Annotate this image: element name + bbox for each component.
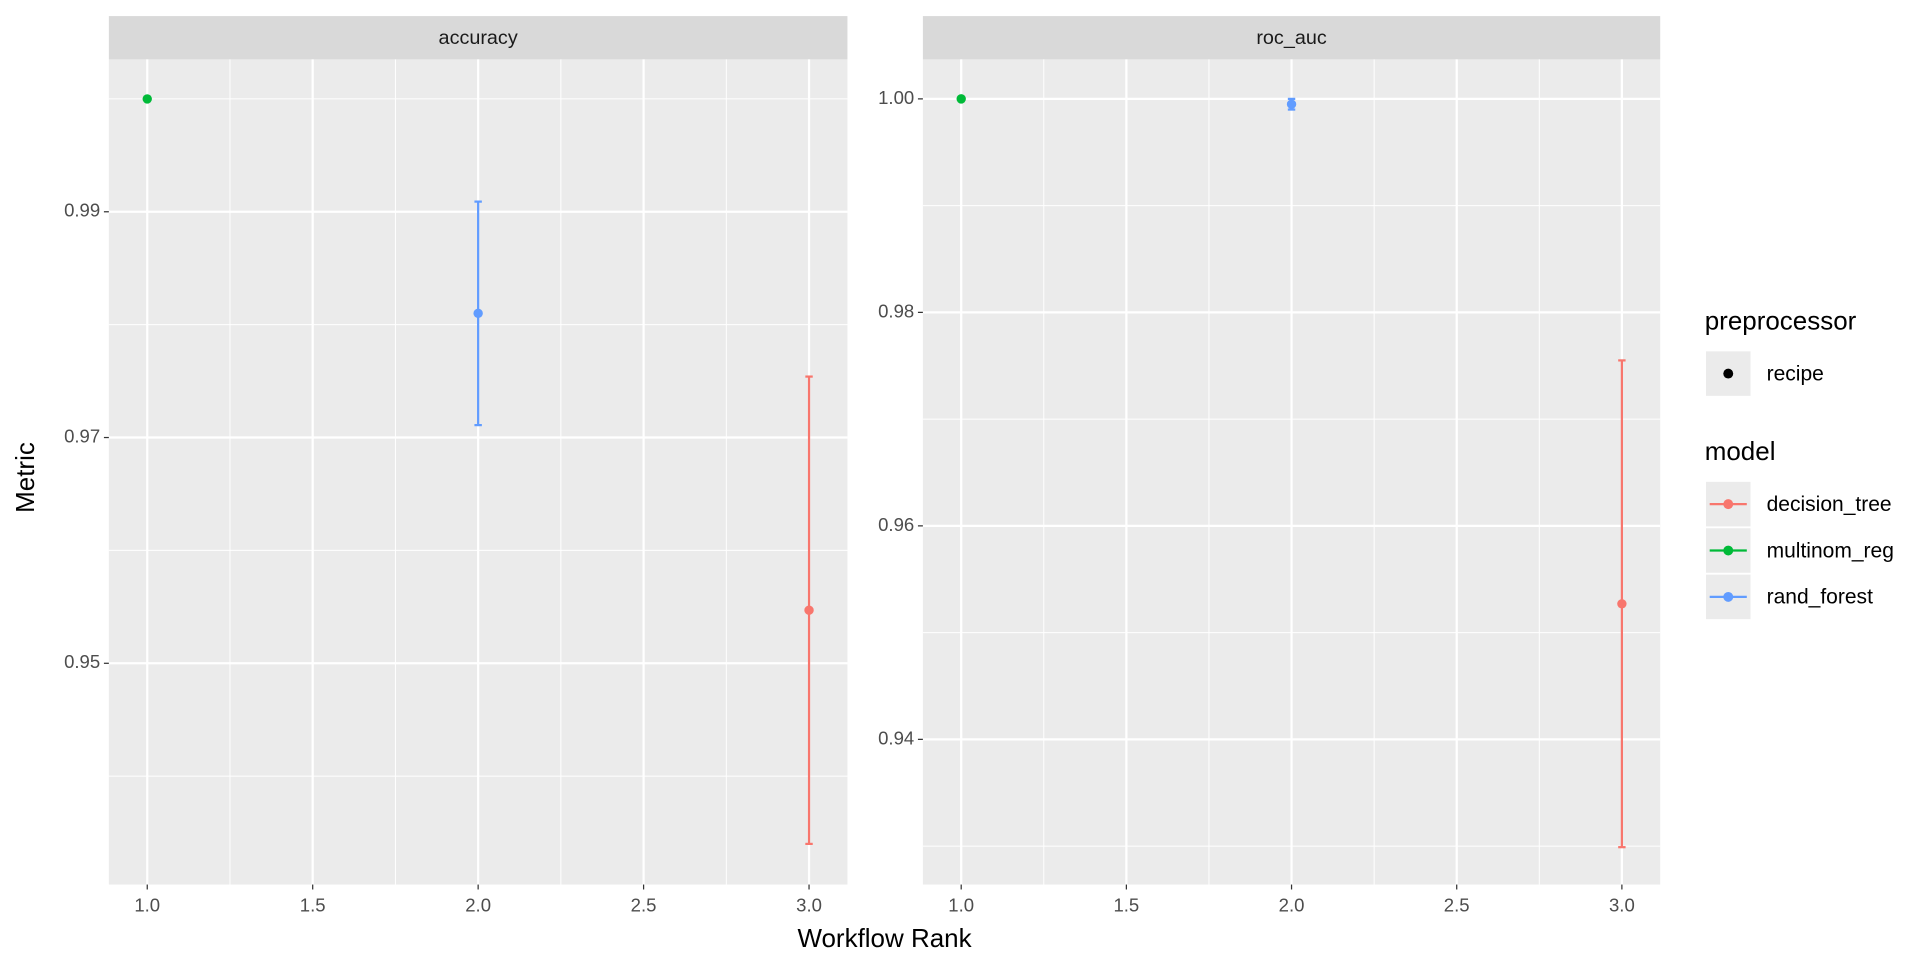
x-tick-label: 1.0	[134, 895, 160, 916]
x-tick-label: 1.5	[300, 895, 326, 916]
x-tick-label: 2.0	[1279, 895, 1305, 916]
y-tick-label: 1.00	[878, 87, 914, 108]
legend-point	[1723, 591, 1734, 602]
legend-title: preprocessor	[1705, 306, 1857, 336]
y-tick-label: 0.95	[64, 651, 100, 672]
strip-label: roc_auc	[1256, 27, 1326, 49]
x-tick-label: 3.0	[1609, 895, 1635, 916]
point	[956, 94, 966, 104]
legend-label: rand_forest	[1767, 586, 1873, 609]
point	[1286, 99, 1297, 109]
strip-label: accuracy	[439, 27, 518, 49]
legend-label: recipe	[1767, 362, 1824, 385]
y-tick-label: 0.99	[64, 200, 100, 221]
point	[1617, 599, 1627, 609]
legend-point	[1723, 545, 1734, 556]
x-tick-label: 1.5	[1113, 895, 1139, 916]
strip-background	[108, 16, 848, 60]
y-tick-label: 0.97	[64, 425, 100, 446]
legend-title: model	[1705, 436, 1776, 466]
point	[142, 94, 152, 104]
point	[473, 308, 483, 319]
legend-label: multinom_reg	[1767, 539, 1894, 562]
y-tick-label: 0.96	[878, 514, 914, 535]
legend-point	[1723, 368, 1734, 379]
legend-point	[1723, 499, 1734, 510]
x-tick-label: 3.0	[796, 895, 822, 916]
x-tick-label: 2.5	[631, 895, 657, 916]
strip-background	[922, 16, 1661, 60]
y-tick-label: 0.98	[878, 300, 914, 321]
x-tick-label: 2.0	[465, 895, 491, 916]
x-axis-title: Workflow Rank	[797, 923, 972, 953]
y-tick-label: 0.94	[878, 727, 914, 748]
x-tick-label: 2.5	[1444, 895, 1470, 916]
x-tick-label: 1.0	[948, 895, 974, 916]
legend-label: decision_tree	[1767, 493, 1892, 516]
point	[804, 605, 814, 615]
y-axis-title: Metric	[10, 442, 40, 513]
